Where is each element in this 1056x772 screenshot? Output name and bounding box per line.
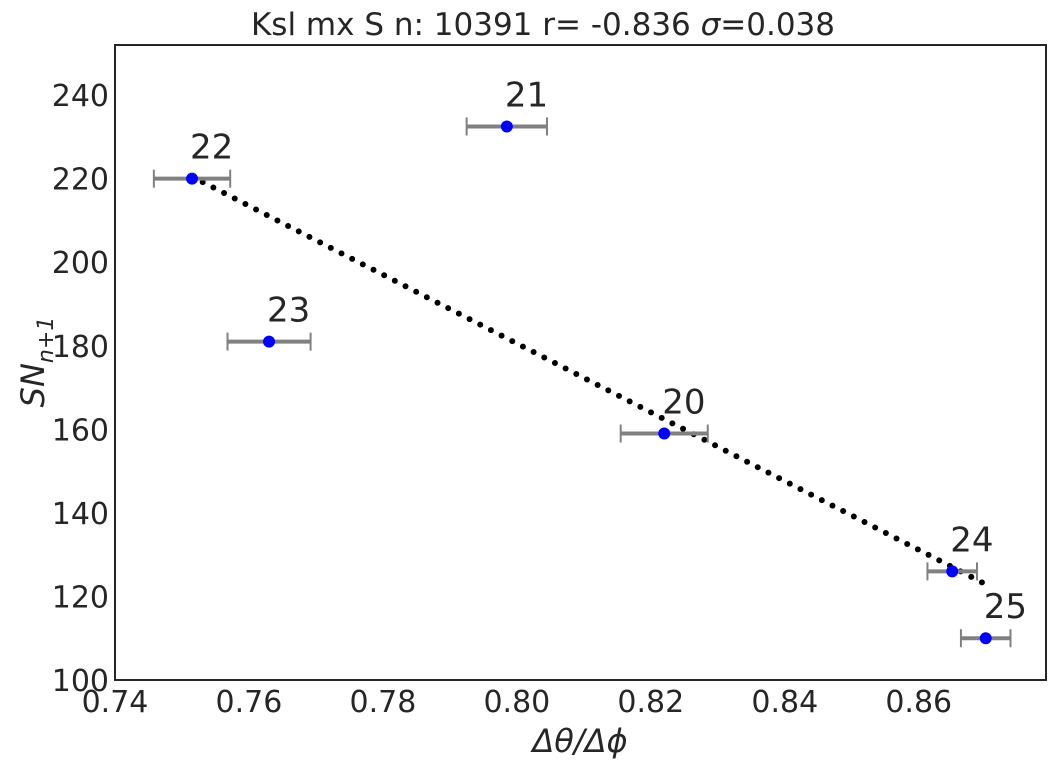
y-tick-label: 180 [52, 330, 109, 365]
point-label-25: 25 [984, 587, 1027, 627]
point-label-20: 20 [662, 383, 705, 423]
data-point-22 [186, 172, 199, 185]
chart-title-sigma: σ [701, 7, 722, 43]
x-tick-label: 0.78 [350, 685, 417, 720]
data-point-24 [946, 565, 959, 578]
chart-title: Ksl mx S n: 10391 r= -0.836 σ=0.038 [251, 7, 835, 43]
y-tick-label: 220 [52, 163, 109, 198]
data-point-21 [500, 120, 513, 133]
x-tick-label: 0.86 [885, 685, 952, 720]
plot-frame [114, 44, 1047, 681]
data-points [186, 120, 992, 645]
x-axis-ticks: 0.74 0.76 0.78 0.80 0.82 0.84 0.86 [82, 685, 953, 720]
x-tick-label: 0.80 [483, 685, 550, 720]
fit-line [189, 173, 993, 590]
data-point-23 [263, 335, 276, 348]
x-axis-title: Δθ/Δϕ [529, 722, 627, 760]
x-tick-label: 0.82 [617, 685, 684, 720]
y-axis-title-base: SN [14, 363, 52, 407]
x-tick-label: 0.84 [751, 685, 818, 720]
point-labels: 20 21 22 23 24 25 [190, 75, 1027, 627]
point-label-22: 22 [190, 128, 233, 168]
chart-title-main: Ksl mx S n: 10391 r= -0.836 [251, 7, 701, 43]
point-label-24: 24 [950, 520, 993, 560]
point-label-23: 23 [267, 291, 310, 331]
x-tick-label: 0.74 [82, 685, 149, 720]
data-point-25 [979, 632, 992, 645]
x-tick-label: 0.76 [216, 685, 283, 720]
y-axis-title: SNn+1 [14, 317, 59, 408]
y-axis-ticks: 100 120 140 160 180 200 220 240 [52, 79, 109, 699]
y-axis-title-subscript: n+1 [34, 317, 59, 363]
y-tick-label: 240 [52, 79, 109, 114]
chart-title-sigma-value: =0.038 [720, 7, 835, 43]
point-label-21: 21 [505, 75, 548, 115]
y-tick-label: 200 [52, 246, 109, 281]
fit-line-path [189, 173, 993, 590]
y-tick-label: 160 [52, 413, 109, 448]
y-tick-label: 120 [52, 580, 109, 615]
y-tick-label: 100 [52, 664, 109, 699]
y-tick-label: 140 [52, 497, 109, 532]
data-point-20 [658, 427, 671, 440]
